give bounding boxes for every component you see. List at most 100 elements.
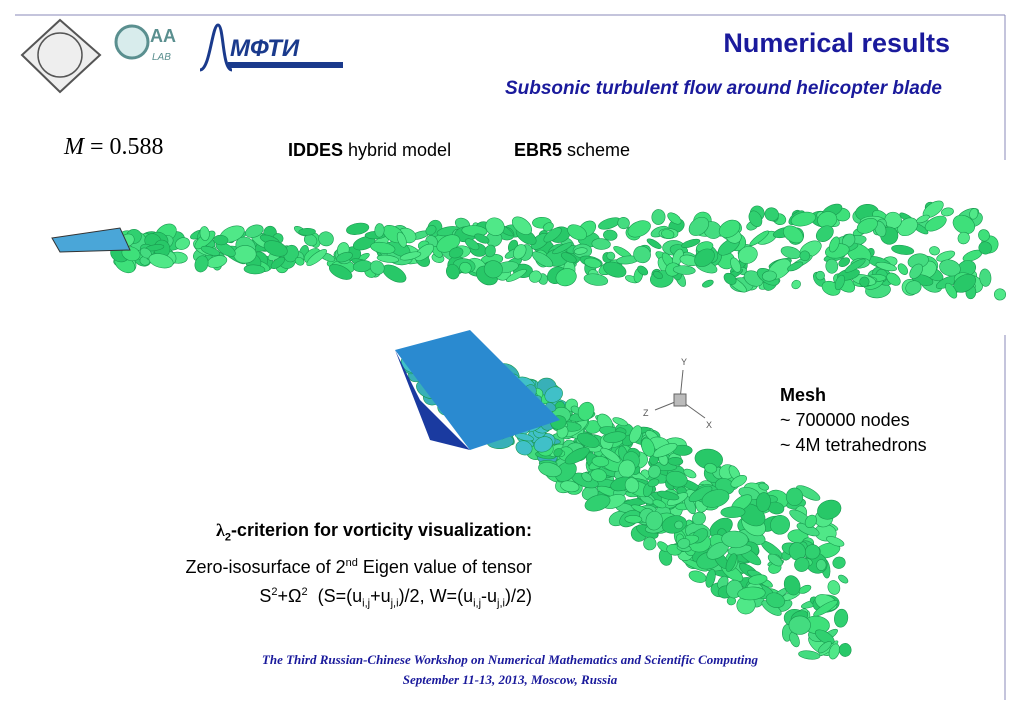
vortex-blob — [979, 268, 992, 287]
vortex-blob — [606, 251, 616, 261]
vortex-blob — [790, 211, 816, 227]
vortex-blob — [681, 238, 701, 248]
vortex-blob — [804, 544, 821, 560]
vortex-blob — [627, 220, 651, 238]
vortex-blob — [785, 487, 804, 506]
vortex-blob — [825, 258, 839, 274]
vortex-blob — [859, 276, 870, 288]
footer: The Third Russian-Chinese Workshop on Nu… — [150, 650, 870, 690]
axis-label: Y — [681, 357, 687, 367]
vortex-blob — [425, 225, 437, 236]
vortex-blob — [328, 264, 353, 280]
vortex-blob — [799, 250, 811, 262]
vortex-blob — [544, 386, 563, 403]
vortex-blob — [213, 234, 229, 246]
text: hybrid model — [343, 140, 452, 160]
vortex-blob — [702, 279, 714, 288]
vortex-blob — [298, 227, 316, 236]
vortex-blob — [603, 229, 618, 241]
vortex-blob — [370, 241, 396, 254]
vortex-blob — [612, 417, 628, 427]
vortex-blob — [564, 447, 590, 465]
vortex-blob — [591, 456, 610, 468]
text: 2 — [301, 585, 308, 598]
vortex-blob — [414, 243, 435, 262]
vortex-blob — [783, 225, 804, 244]
vortex-blob — [764, 207, 779, 222]
vortex-blob — [787, 261, 804, 272]
vortex-blob — [834, 608, 849, 628]
vortex-blob — [844, 258, 866, 273]
vortex-blob — [538, 462, 562, 478]
vortex-blob — [560, 480, 580, 493]
vortex-blob — [749, 230, 770, 246]
vortex-blob — [245, 224, 264, 238]
vortex-blob — [647, 478, 660, 488]
vortex-blob — [641, 437, 655, 457]
vortex-blob — [652, 499, 667, 509]
vortex-blob — [770, 514, 790, 535]
vortex-blob — [637, 265, 649, 276]
text: λ — [215, 520, 225, 540]
logo-text: AA — [150, 26, 176, 46]
vortex-blob — [683, 468, 697, 479]
vortex-blob — [484, 244, 496, 258]
vortex-blob — [723, 272, 737, 285]
vortex-blob — [813, 600, 838, 617]
vortex-blob — [875, 261, 897, 272]
vortex-blob — [511, 216, 533, 235]
criterion: λ2-criterion for vorticity visualization… — [60, 518, 532, 616]
vortex-wake — [110, 200, 1007, 301]
mach-number: M = 0.588 — [64, 134, 164, 161]
vortex-blob — [804, 514, 817, 529]
vortex-blob — [553, 448, 563, 457]
vortex-blob — [303, 234, 318, 247]
vortex-blob — [834, 274, 846, 291]
text: 2 — [271, 585, 278, 598]
vortex-blob — [721, 530, 749, 549]
vortex-blob — [624, 477, 640, 494]
vortex-blob — [665, 470, 688, 488]
vortex-blob — [528, 270, 542, 283]
vortex-blob — [474, 233, 490, 244]
vortex-blob — [263, 240, 288, 257]
vortex-blob — [645, 510, 663, 531]
vortex-blob — [856, 218, 878, 234]
vortex-blob — [336, 251, 353, 263]
vortex-blob — [767, 553, 783, 567]
vortex-blob — [794, 557, 810, 572]
vortex-blob — [748, 574, 768, 585]
vortex-blob — [461, 225, 488, 237]
vortex-blob — [688, 216, 710, 236]
scheme: EBR5 scheme — [514, 140, 630, 161]
vortex-blob — [506, 269, 527, 282]
vortex-blob — [485, 217, 505, 236]
vortex-blob — [399, 251, 422, 261]
vortex-blob — [448, 247, 464, 259]
vortex-blob — [533, 436, 553, 453]
vortex-blob — [701, 489, 730, 508]
vortex-blob — [826, 536, 845, 547]
vortex-blob — [648, 464, 661, 479]
vortex-blob — [891, 244, 915, 255]
text: j,i — [390, 597, 399, 610]
vortex-blob — [737, 586, 766, 601]
mesh-info: Mesh ~ 700000 nodes ~ 4M tetrahedrons — [780, 383, 927, 458]
vortex-blob — [464, 238, 480, 251]
text: +u — [370, 585, 391, 606]
vortex-blob — [376, 254, 400, 263]
vortex-blob — [828, 643, 840, 660]
vortex-blob — [294, 256, 305, 266]
text: IDDES — [288, 140, 344, 160]
vortex-blob — [346, 222, 370, 235]
text: 0.588 — [109, 134, 164, 160]
vortex-blob — [175, 237, 190, 250]
text: i,j — [473, 597, 482, 610]
vortex-blob — [199, 226, 210, 241]
vortex-blob — [677, 538, 691, 549]
vortex-blob — [969, 208, 979, 220]
vortex-blob — [651, 209, 666, 225]
vortex-blob — [515, 440, 533, 456]
vortex-blob — [581, 472, 593, 483]
